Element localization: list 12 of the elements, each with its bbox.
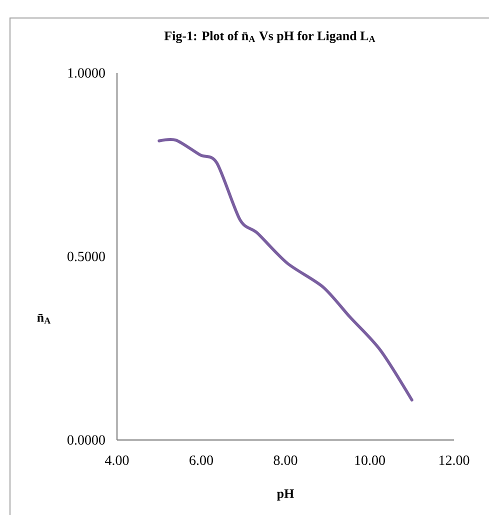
chart-title: Fig-1: Plot of n̄$_{A}$ Vs pH for Ligand L$_{A}$	[164, 30, 376, 44]
y-tick-label: 0.5000	[68, 252, 105, 262]
x-tick-label: 8.00	[274, 456, 298, 466]
line-series	[158, 138, 414, 402]
y-axis-title: n̄$_{A}$	[37, 314, 51, 324]
x-tick-label: 12.00	[439, 456, 470, 466]
x-tick-label: 4.00	[105, 456, 129, 466]
x-axis-title: pH	[277, 489, 294, 501]
y-tick-label: 0.0000	[68, 435, 105, 445]
x-tick-label: 6.00	[190, 456, 213, 466]
y-tick-label: 1.0000	[68, 68, 105, 78]
x-tick-label: 10.00	[355, 456, 385, 466]
